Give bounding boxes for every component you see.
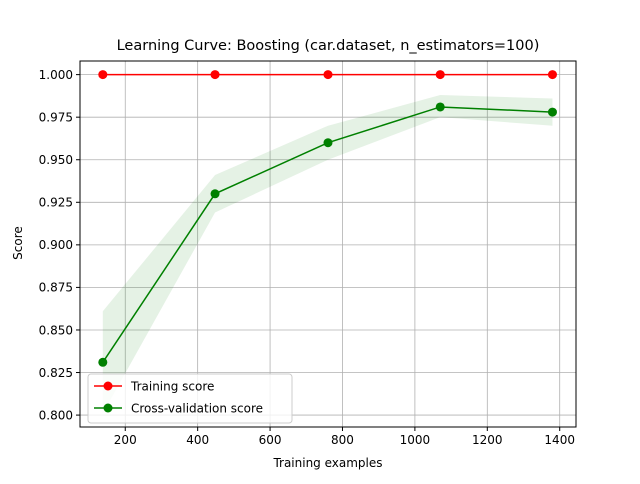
legend: Training score Cross-validation score	[87, 373, 293, 424]
point-cv	[98, 357, 108, 367]
y-axis-label: Score	[11, 226, 25, 260]
legend-label-training: Training score	[130, 380, 214, 394]
point-training	[98, 70, 108, 80]
x-tick-label: 1400	[544, 433, 575, 447]
x-axis-label: Training examples	[272, 456, 382, 470]
y-tick-label: 1.000	[39, 68, 73, 82]
point-training	[210, 70, 220, 80]
y-tick-label: 0.900	[39, 238, 73, 252]
legend-label-cv: Cross-validation score	[131, 402, 263, 416]
series-markers	[98, 70, 557, 367]
plot-frame	[79, 60, 577, 428]
x-axis-ticks: 200 400 600 800 1000 1200 1400	[114, 427, 575, 447]
band-cv	[102, 95, 553, 414]
point-cv	[323, 138, 333, 148]
x-tick-label: 800	[331, 433, 354, 447]
confidence-bands	[102, 95, 553, 414]
chart-title: Learning Curve: Boosting (car.dataset, n…	[117, 38, 540, 54]
point-training	[547, 70, 557, 80]
y-tick-label: 0.975	[39, 110, 73, 124]
x-tick-label: 1000	[400, 433, 431, 447]
y-tick-label: 0.950	[39, 153, 73, 167]
legend-marker-cv	[103, 403, 113, 413]
point-training	[323, 70, 333, 80]
y-tick-label: 0.850	[39, 323, 73, 337]
legend-box	[87, 373, 293, 424]
point-cv	[547, 107, 557, 117]
x-tick-label: 600	[259, 433, 282, 447]
y-axis-ticks: 0.800 0.825 0.850 0.875 0.900 0.925 0.950 0.975…	[39, 68, 80, 422]
y-tick-label: 0.800	[39, 408, 73, 422]
x-tick-label: 1200	[472, 433, 503, 447]
y-tick-label: 0.875	[39, 281, 73, 295]
point-cv	[435, 102, 445, 112]
point-training	[435, 70, 445, 80]
legend-marker-training	[103, 381, 113, 391]
x-tick-label: 200	[114, 433, 137, 447]
y-tick-label: 0.825	[39, 366, 73, 380]
point-cv	[210, 189, 220, 199]
y-tick-label: 0.925	[39, 196, 73, 210]
x-tick-label: 400	[186, 433, 209, 447]
